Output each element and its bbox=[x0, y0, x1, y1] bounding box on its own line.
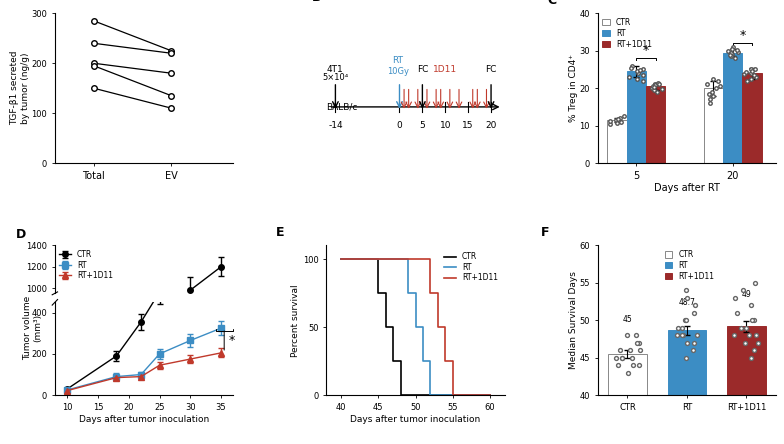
X-axis label: Days after tumor inoculation: Days after tumor inoculation bbox=[350, 415, 481, 424]
Text: 20: 20 bbox=[485, 121, 497, 130]
RT+1D11 bbox=[433, 325, 442, 330]
Text: D: D bbox=[16, 228, 26, 241]
Line: RT+1D11: RT+1D11 bbox=[341, 259, 490, 395]
Bar bbox=[608, 354, 647, 444]
Text: B: B bbox=[312, 0, 321, 4]
RT bbox=[411, 290, 420, 296]
Text: *: * bbox=[228, 334, 234, 347]
Text: E: E bbox=[276, 226, 285, 239]
RT bbox=[485, 392, 495, 398]
Bar bbox=[667, 330, 706, 444]
RT+1D11 bbox=[336, 256, 346, 262]
Text: 1D11: 1D11 bbox=[434, 65, 457, 74]
RT+1D11 bbox=[418, 256, 427, 262]
Text: 0: 0 bbox=[397, 121, 402, 130]
Bar bbox=[704, 88, 723, 163]
RT+1D11 bbox=[441, 358, 450, 364]
Legend: CTR, RT, RT+1D11: CTR, RT, RT+1D11 bbox=[601, 17, 653, 49]
RT bbox=[485, 392, 495, 398]
Bar bbox=[723, 53, 742, 163]
Legend: CTR, RT, RT+1D11: CTR, RT, RT+1D11 bbox=[441, 249, 501, 285]
Text: -14: -14 bbox=[328, 121, 343, 130]
Bar bbox=[608, 120, 626, 163]
CTR bbox=[389, 325, 398, 330]
RT bbox=[418, 358, 427, 364]
CTR bbox=[381, 290, 390, 296]
CTR bbox=[396, 392, 405, 398]
Text: *: * bbox=[643, 44, 649, 57]
CTR bbox=[366, 256, 376, 262]
RT bbox=[426, 358, 435, 364]
Text: 48.7: 48.7 bbox=[678, 298, 695, 307]
Text: FC: FC bbox=[485, 65, 497, 74]
Text: 45: 45 bbox=[622, 315, 632, 324]
RT bbox=[404, 290, 413, 296]
Text: 15: 15 bbox=[463, 121, 474, 130]
RT bbox=[404, 256, 413, 262]
Text: FC: FC bbox=[417, 65, 428, 74]
Text: 10Gy: 10Gy bbox=[387, 67, 409, 76]
Y-axis label: Percent survival: Percent survival bbox=[291, 284, 300, 357]
RT+1D11 bbox=[433, 290, 442, 296]
RT+1D11 bbox=[485, 392, 495, 398]
RT bbox=[396, 256, 405, 262]
CTR bbox=[396, 358, 405, 364]
CTR bbox=[389, 358, 398, 364]
Text: 4T1: 4T1 bbox=[327, 65, 343, 74]
RT bbox=[396, 256, 405, 262]
CTR bbox=[336, 256, 346, 262]
Text: BALB/c: BALB/c bbox=[326, 103, 358, 111]
Line: CTR: CTR bbox=[341, 259, 490, 395]
X-axis label: Days after tumor inoculation: Days after tumor inoculation bbox=[79, 415, 209, 424]
X-axis label: Days after RT: Days after RT bbox=[654, 183, 720, 194]
CTR bbox=[374, 290, 383, 296]
Bar bbox=[727, 326, 766, 444]
RT+1D11 bbox=[426, 290, 435, 296]
RT+1D11 bbox=[418, 256, 427, 262]
Bar bbox=[626, 71, 646, 163]
CTR bbox=[381, 325, 390, 330]
RT+1D11 bbox=[448, 358, 457, 364]
Text: F: F bbox=[540, 226, 549, 239]
RT+1D11 bbox=[426, 256, 435, 262]
Text: Tumor volume
(mm³): Tumor volume (mm³) bbox=[24, 296, 42, 360]
Text: *: * bbox=[739, 29, 746, 42]
Text: C: C bbox=[548, 0, 557, 8]
RT bbox=[336, 256, 346, 262]
Legend: CTR, RT, RT+1D11: CTR, RT, RT+1D11 bbox=[59, 249, 114, 281]
Y-axis label: % Treg in CD4⁺: % Treg in CD4⁺ bbox=[569, 54, 578, 122]
RT bbox=[411, 325, 420, 330]
CTR bbox=[366, 256, 376, 262]
Y-axis label: Median Survival Days: Median Survival Days bbox=[569, 271, 578, 369]
Text: 10: 10 bbox=[440, 121, 451, 130]
RT bbox=[426, 392, 435, 398]
RT+1D11 bbox=[485, 392, 495, 398]
Bar bbox=[646, 86, 665, 163]
Bar bbox=[742, 73, 762, 163]
RT+1D11 bbox=[441, 325, 450, 330]
Y-axis label: TGF-β1 secreted
by tumor (ng/g): TGF-β1 secreted by tumor (ng/g) bbox=[10, 51, 30, 126]
Text: RT: RT bbox=[393, 56, 404, 65]
RT+1D11 bbox=[448, 392, 457, 398]
Text: 5: 5 bbox=[419, 121, 425, 130]
Line: RT: RT bbox=[341, 259, 490, 395]
CTR bbox=[485, 392, 495, 398]
Text: 49: 49 bbox=[742, 289, 751, 298]
Legend: CTR, RT, RT+1D11: CTR, RT, RT+1D11 bbox=[664, 249, 715, 281]
CTR bbox=[374, 256, 383, 262]
RT bbox=[418, 325, 427, 330]
Text: 5×10⁴: 5×10⁴ bbox=[322, 73, 349, 82]
CTR bbox=[485, 392, 495, 398]
